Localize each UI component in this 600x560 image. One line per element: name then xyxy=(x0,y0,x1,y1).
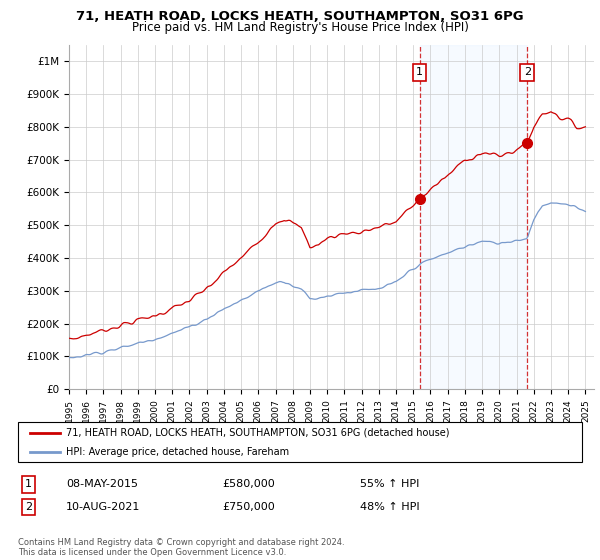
Text: £580,000: £580,000 xyxy=(222,479,275,489)
Text: £750,000: £750,000 xyxy=(222,502,275,512)
Bar xyxy=(419,45,527,389)
Text: Contains HM Land Registry data © Crown copyright and database right 2024.
This d: Contains HM Land Registry data © Crown c… xyxy=(18,538,344,557)
Text: 71, HEATH ROAD, LOCKS HEATH, SOUTHAMPTON, SO31 6PG (detached house): 71, HEATH ROAD, LOCKS HEATH, SOUTHAMPTON… xyxy=(66,428,449,438)
Text: 71, HEATH ROAD, LOCKS HEATH, SOUTHAMPTON, SO31 6PG: 71, HEATH ROAD, LOCKS HEATH, SOUTHAMPTON… xyxy=(76,10,524,22)
Text: 08-MAY-2015: 08-MAY-2015 xyxy=(66,479,138,489)
Text: 55% ↑ HPI: 55% ↑ HPI xyxy=(360,479,419,489)
Text: 48% ↑ HPI: 48% ↑ HPI xyxy=(360,502,419,512)
Text: Price paid vs. HM Land Registry's House Price Index (HPI): Price paid vs. HM Land Registry's House … xyxy=(131,21,469,34)
Text: 2: 2 xyxy=(524,67,531,77)
Text: HPI: Average price, detached house, Fareham: HPI: Average price, detached house, Fare… xyxy=(66,447,289,457)
Text: 1: 1 xyxy=(416,67,423,77)
Text: 2: 2 xyxy=(25,502,32,512)
Text: 10-AUG-2021: 10-AUG-2021 xyxy=(66,502,140,512)
Text: 1: 1 xyxy=(25,479,32,489)
